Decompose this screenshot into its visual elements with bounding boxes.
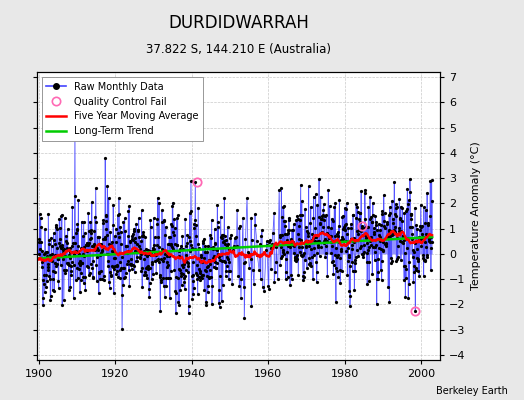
Y-axis label: Temperature Anomaly (°C): Temperature Anomaly (°C): [471, 142, 481, 290]
Text: DURDIDWARRAH: DURDIDWARRAH: [168, 14, 309, 32]
Text: Berkeley Earth: Berkeley Earth: [436, 386, 508, 396]
Legend: Raw Monthly Data, Quality Control Fail, Five Year Moving Average, Long-Term Tren: Raw Monthly Data, Quality Control Fail, …: [41, 77, 203, 141]
Text: 37.822 S, 144.210 E (Australia): 37.822 S, 144.210 E (Australia): [146, 43, 331, 56]
